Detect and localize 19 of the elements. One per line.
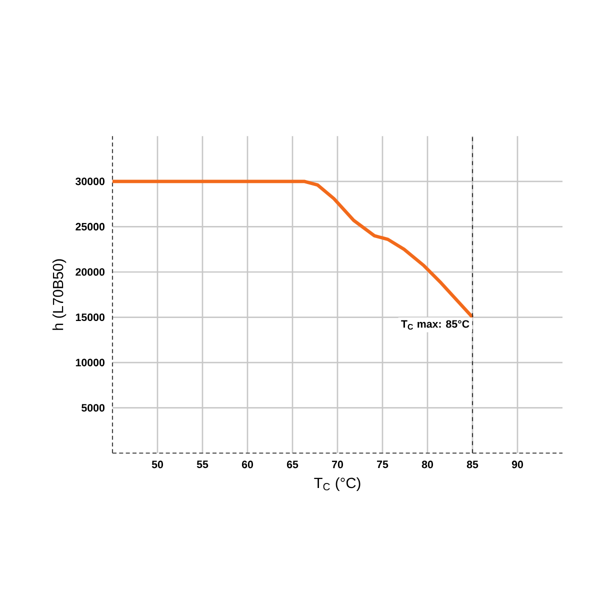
y-tick-label: 30000 xyxy=(76,178,105,186)
y-axis-title: h (L70B50) xyxy=(52,259,66,330)
y-tick-label: 5000 xyxy=(82,404,105,412)
line-series xyxy=(112,180,474,319)
annotation: T$_{C}$ max: 85°C xyxy=(401,320,470,330)
x-tick-label: 90 xyxy=(512,460,523,468)
x-tick-label: 55 xyxy=(196,460,208,468)
y-tick-label: 15000 xyxy=(76,313,105,322)
x-tick-label: 75 xyxy=(377,460,388,468)
x-tick-label: 80 xyxy=(422,460,433,468)
y-tick-label: 20000 xyxy=(76,268,105,276)
x-tick-label: 85 xyxy=(466,460,478,468)
x-tick-label: 50 xyxy=(152,460,163,468)
x-tick-label: 70 xyxy=(332,460,343,468)
x-axis-title: T$_{C}$ (°C) xyxy=(314,477,360,492)
y-tick-label: 25000 xyxy=(76,222,105,230)
x-tick-label: 60 xyxy=(242,460,253,468)
x-tick-label: 65 xyxy=(286,460,298,468)
y-tick-label: 10000 xyxy=(76,358,105,366)
